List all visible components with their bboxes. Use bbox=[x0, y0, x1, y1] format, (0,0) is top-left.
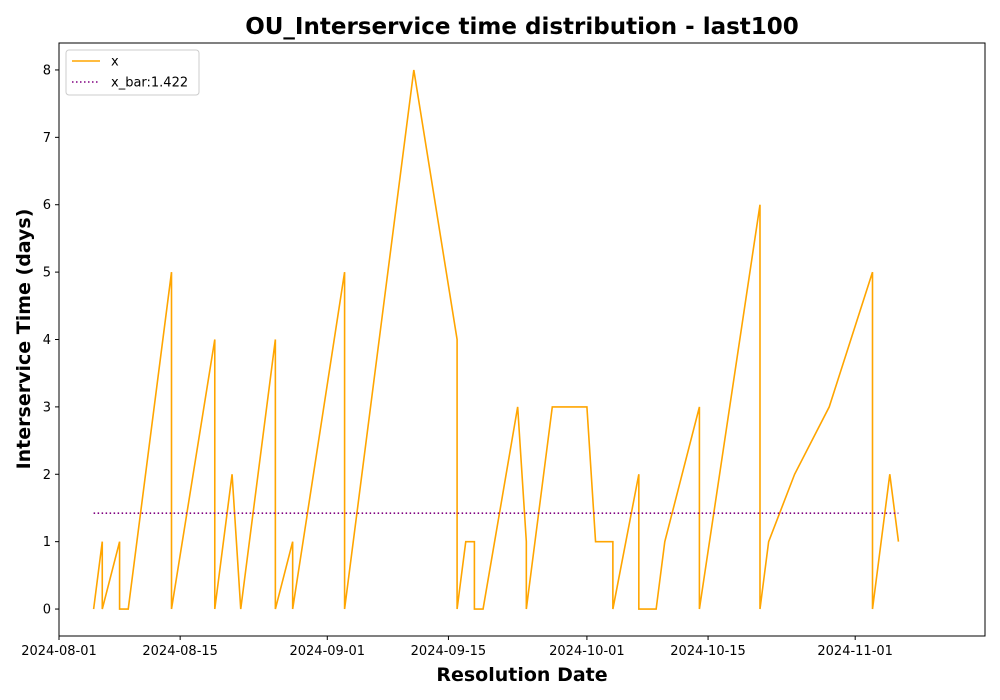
y-tick-label: 2 bbox=[43, 468, 51, 483]
x-axis-label: Resolution Date bbox=[436, 664, 607, 686]
x-tick-label: 2024-10-01 bbox=[549, 644, 625, 659]
legend-label-x-bar: x_bar:1.422 bbox=[111, 76, 188, 91]
y-tick-label: 5 bbox=[43, 266, 51, 281]
y-tick-label: 3 bbox=[43, 400, 51, 415]
x-tick-label: 2024-10-15 bbox=[670, 644, 746, 659]
x-tick-label: 2024-09-15 bbox=[411, 644, 487, 659]
x-tick-label: 2024-08-01 bbox=[21, 644, 97, 659]
plot-frame bbox=[58, 42, 986, 637]
legend: x x_bar:1.422 bbox=[65, 49, 200, 96]
y-tick-label: 0 bbox=[43, 603, 51, 618]
y-tick-label: 1 bbox=[43, 535, 51, 550]
plot-area bbox=[92, 69, 900, 610]
axis-ticks: 2024-08-01 2024-08-15 2024-09-01 2024-09-15… bbox=[21, 63, 893, 659]
y-tick-label: 7 bbox=[43, 131, 51, 146]
x-tick-label: 2024-09-01 bbox=[289, 644, 365, 659]
series-line-x bbox=[92, 69, 900, 610]
y-tick-label: 8 bbox=[43, 63, 51, 78]
y-tick-label: 6 bbox=[43, 198, 51, 213]
x-tick-label: 2024-08-15 bbox=[142, 644, 218, 659]
y-axis-label: Interservice Time (days) bbox=[13, 209, 35, 470]
y-tick-label: 4 bbox=[43, 333, 51, 348]
legend-label-x: x bbox=[111, 55, 119, 70]
x-tick-label: 2024-11-01 bbox=[817, 644, 893, 659]
chart-title: OU_Interservice time distribution - last… bbox=[245, 14, 799, 40]
